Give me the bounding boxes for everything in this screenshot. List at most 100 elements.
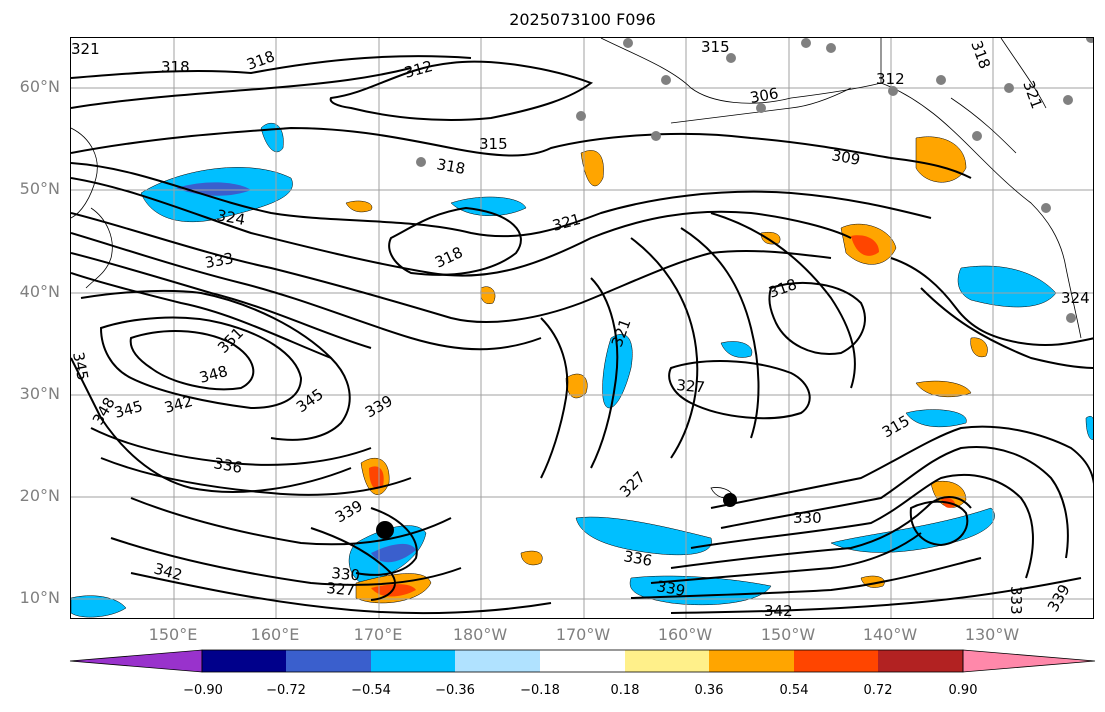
lon-label: 140°W (862, 625, 918, 644)
contour-label: 333 (204, 249, 235, 272)
contour-label: 306 (749, 84, 780, 107)
blue-patch (260, 123, 284, 153)
blue-patch (371, 543, 416, 563)
orange-patch (915, 136, 967, 183)
blue-patch (1085, 415, 1093, 440)
orange-patch (345, 200, 373, 213)
lon-label: 150°W (760, 625, 816, 644)
storm-center-dot (723, 493, 737, 507)
blue-patch (905, 409, 967, 428)
colorbar-tick: −0.18 (520, 683, 560, 698)
contour-label: 321 (1019, 78, 1046, 111)
contour-label: 318 (435, 155, 466, 178)
colorbar-tick: 0.90 (948, 683, 978, 698)
colorbar-tick: 0.72 (863, 683, 893, 698)
contour-label: 327 (616, 468, 649, 501)
colorbar-segment (625, 650, 709, 672)
contour-label: 312 (876, 70, 905, 88)
station-dot (888, 86, 898, 96)
contour-label: 324 (215, 206, 246, 229)
lat-label: 20°N (19, 486, 60, 505)
lon-label: 150°E (148, 625, 198, 644)
station-dot (1066, 313, 1076, 323)
station-dot (623, 38, 633, 48)
contour-label: 318 (161, 58, 190, 76)
station-dot (1041, 203, 1051, 213)
colorbar-segment (455, 650, 540, 672)
colorbar-segment (371, 650, 455, 672)
red-patch (369, 466, 384, 489)
contour-label: 333 (1007, 586, 1025, 615)
station-dot (661, 75, 671, 85)
storm-markers (376, 493, 737, 539)
colorbar-tick: −0.72 (266, 683, 306, 698)
contour-label: 318 (967, 38, 994, 71)
colorbar-tick: −0.36 (435, 683, 475, 698)
lat-label: 30°N (19, 384, 60, 403)
contour-label: 339 (332, 497, 366, 527)
contour-label: 339 (1044, 581, 1074, 615)
station-dot (826, 43, 836, 53)
station-dot (726, 53, 736, 63)
colorbar (69, 649, 1096, 673)
blue-patch (629, 575, 772, 606)
station-dot (801, 38, 811, 48)
contour-label: 330 (331, 564, 361, 584)
contour-label: 330 (793, 509, 822, 527)
lon-label: 180°W (452, 625, 508, 644)
colorbar-extend-low (69, 649, 203, 673)
contour-label: 312 (402, 57, 434, 82)
blue-patch (720, 341, 753, 358)
contour-label: 342 (162, 392, 194, 417)
contour-label: 336 (212, 454, 243, 477)
orange-patch (915, 380, 972, 398)
station-dot (936, 75, 946, 85)
station-markers (416, 38, 1093, 323)
contour-label: 336 (622, 547, 653, 570)
contour-label: 348 (197, 362, 229, 387)
orange-patch (480, 286, 496, 304)
red-patch (851, 235, 879, 256)
station-dot (1004, 83, 1014, 93)
contour-label: 318 (432, 243, 466, 271)
colorbar-tick: −0.90 (183, 683, 223, 698)
contour-label: 342 (152, 559, 184, 584)
contour-label: 339 (655, 577, 686, 600)
colorbar-segment (202, 650, 286, 672)
station-dot (1086, 38, 1093, 43)
colorbar-segment (878, 650, 963, 672)
contour-label: 342 (764, 602, 793, 619)
contour-label: 315 (879, 412, 913, 442)
contour-label: 327 (326, 579, 356, 599)
contours (71, 55, 1093, 615)
contour-label: 315 (701, 38, 730, 56)
lat-label: 10°N (19, 588, 60, 607)
station-dot (1063, 95, 1073, 105)
contour-label: 327 (676, 376, 706, 396)
lon-label: 160°W (657, 625, 713, 644)
colorbar-extend-high (962, 649, 1096, 673)
lon-label: 160°E (250, 625, 300, 644)
blue-patch (71, 595, 127, 618)
blue-patch (957, 265, 1057, 308)
colorbar-tick: 0.18 (610, 683, 640, 698)
station-dot (416, 157, 426, 167)
colorbar-tick: 0.36 (694, 683, 724, 698)
orange-patch (520, 550, 543, 566)
lat-label: 50°N (19, 179, 60, 198)
station-dot (756, 103, 766, 113)
orange-patch (565, 373, 588, 399)
colorbar-segment (709, 650, 794, 672)
contour-label: 321 (550, 210, 582, 235)
contour-label: 315 (479, 135, 508, 153)
station-dot (651, 131, 661, 141)
colorbar-segment (540, 650, 625, 672)
lat-label: 40°N (19, 282, 60, 301)
blue-patch (450, 196, 527, 216)
contour-label: 321 (71, 40, 100, 58)
orange-patch (970, 337, 988, 358)
storm-center-dot (376, 521, 394, 539)
station-dot (576, 111, 586, 121)
colorbar-tick: −0.54 (351, 683, 391, 698)
contour-label: 318 (766, 275, 799, 302)
